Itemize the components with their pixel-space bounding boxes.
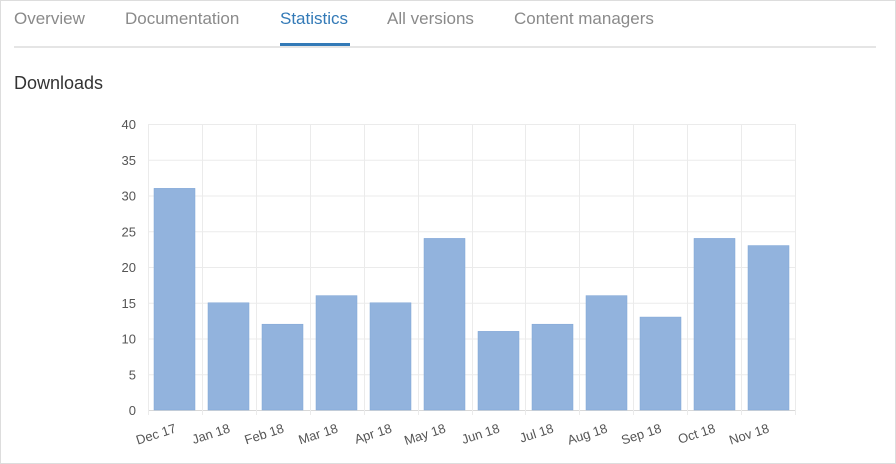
bar	[477, 331, 520, 411]
bar	[639, 316, 682, 411]
bar	[585, 295, 628, 411]
x-tick-label: May 18	[402, 421, 447, 448]
y-tick-label: 15	[122, 296, 136, 311]
bar	[153, 188, 196, 411]
x-tick-label: Aug 18	[565, 421, 609, 448]
tab-overview[interactable]: Overview	[14, 9, 85, 28]
x-tick-label: Apr 18	[352, 421, 393, 447]
y-tick-label: 40	[122, 117, 136, 132]
bar	[315, 295, 358, 411]
bar	[693, 238, 736, 411]
x-tick-label: Mar 18	[297, 421, 340, 448]
x-tick-label: Jan 18	[190, 421, 232, 447]
y-tick-label: 35	[122, 153, 136, 168]
bar	[369, 302, 412, 411]
active-tab-indicator	[280, 43, 350, 46]
y-tick-label: 0	[129, 403, 136, 418]
y-tick-label: 30	[122, 189, 136, 204]
x-tick-label: Jul 18	[518, 421, 556, 446]
y-tick-label: 20	[122, 260, 136, 275]
x-tick-label: Sep 18	[619, 421, 663, 448]
x-tick-label: Feb 18	[243, 421, 286, 448]
bar	[747, 245, 790, 411]
y-tick-label: 10	[122, 332, 136, 347]
bar	[531, 323, 574, 411]
x-tick-label: Nov 18	[727, 421, 771, 448]
tab-content-managers[interactable]: Content managers	[514, 9, 654, 28]
section-title: Downloads	[14, 73, 104, 93]
y-tick-label: 25	[122, 224, 136, 239]
x-tick-label: Jun 18	[460, 421, 502, 447]
tab-statistics[interactable]: Statistics	[280, 9, 349, 28]
tab-all-versions[interactable]: All versions	[387, 9, 474, 28]
y-tick-label: 5	[129, 367, 136, 382]
tab-documentation[interactable]: Documentation	[125, 9, 240, 28]
bar	[261, 323, 304, 411]
x-tick-label: Dec 17	[134, 421, 178, 448]
bar	[423, 238, 466, 411]
bar	[207, 302, 250, 411]
tab-bar: Overview Documentation Statistics All ve…	[14, 0, 876, 48]
x-tick-label: Oct 18	[676, 421, 717, 447]
